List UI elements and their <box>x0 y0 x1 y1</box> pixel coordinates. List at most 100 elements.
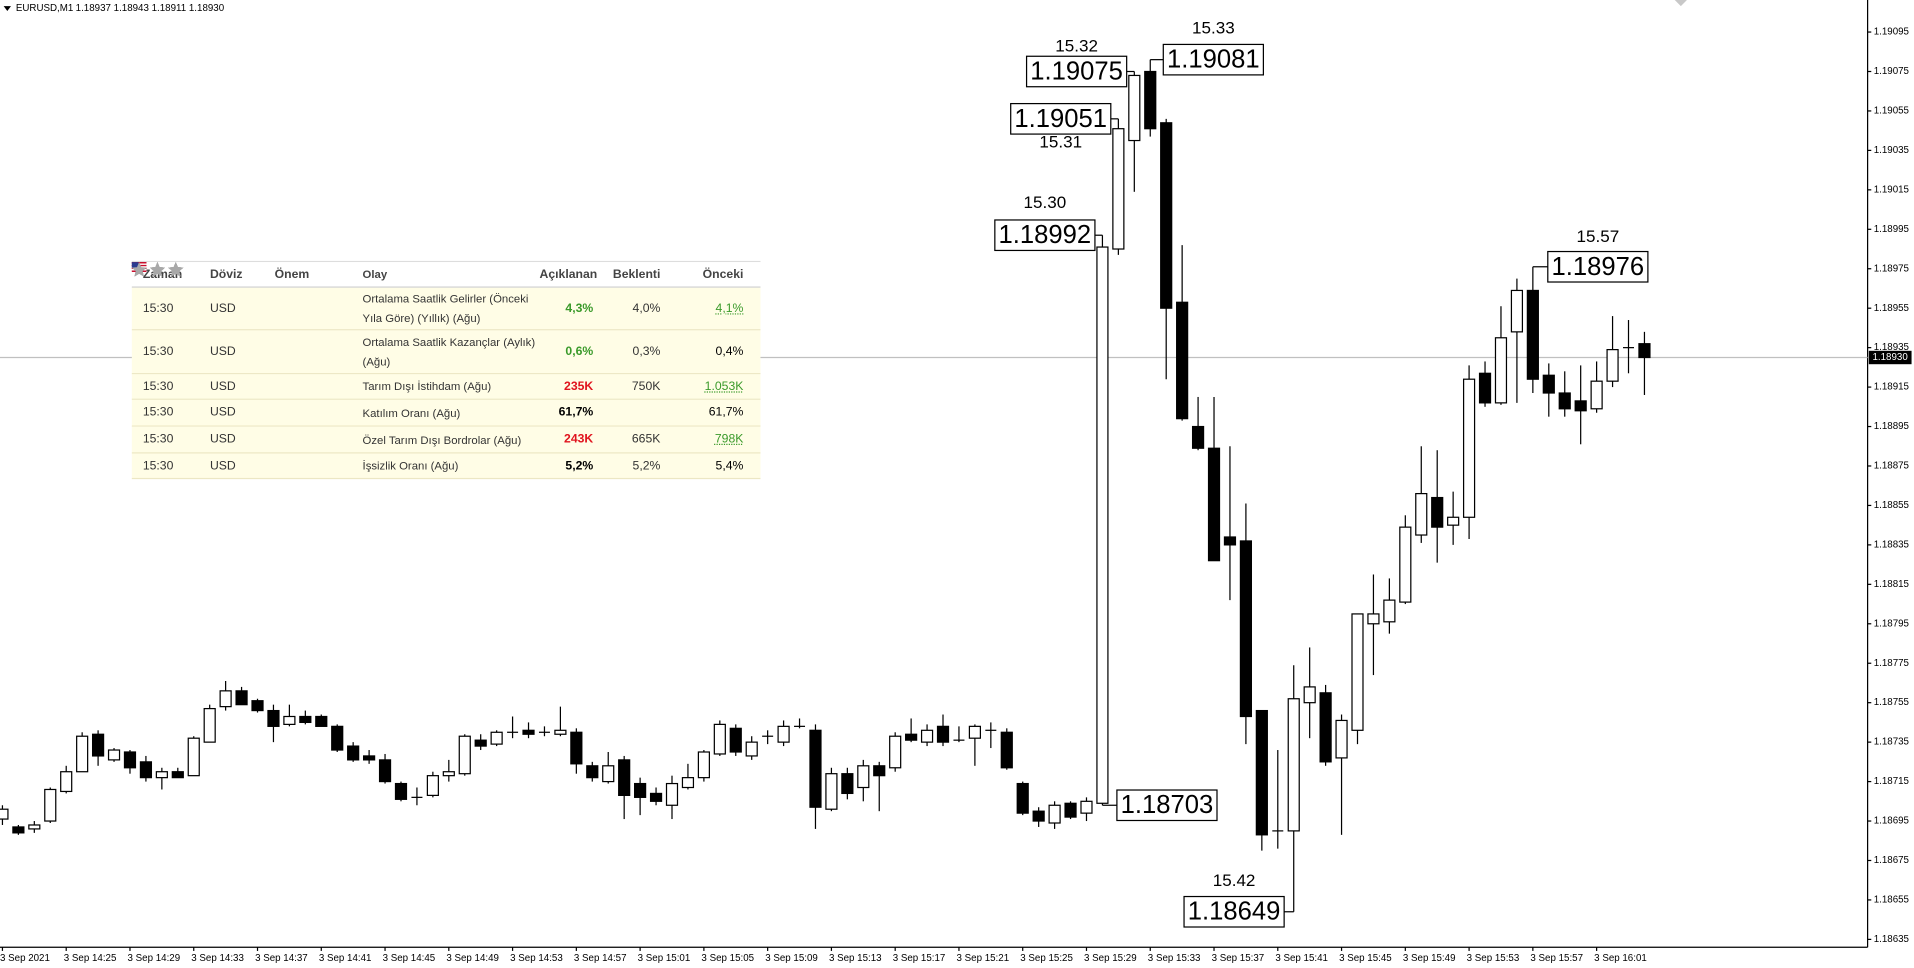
candle-body <box>139 761 153 779</box>
annotation-price: 1.18649 <box>1188 898 1281 926</box>
annotation-price: 1.18976 <box>1552 253 1645 281</box>
y-tick-label: 1.18875 <box>1874 461 1910 472</box>
candle-body <box>618 759 631 797</box>
currency: USD <box>209 405 236 420</box>
x-tick-label: 3 Sep 15:41 <box>1275 953 1328 964</box>
x-tick-label: 3 Sep 15:45 <box>1339 953 1392 964</box>
x-tick-label: 3 Sep 16:01 <box>1594 953 1647 964</box>
annotation-box <box>1025 55 1128 88</box>
y-tick-label: 1.18655 <box>1874 895 1910 906</box>
candle-body <box>76 735 89 773</box>
x-tick-label: 3 Sep 15:17 <box>893 953 946 964</box>
y-tick-label: 1.19055 <box>1874 106 1910 117</box>
candle-body <box>1096 246 1109 804</box>
candle-body <box>187 737 200 777</box>
x-tick-label: 3 Sep 15:57 <box>1530 953 1583 964</box>
x-tick-label: 3 Sep 15:05 <box>701 953 754 964</box>
currency: USD <box>209 459 236 473</box>
candle-body <box>219 690 232 708</box>
x-tick-label: 3 Sep 15:33 <box>1148 953 1201 964</box>
y-tick-label: 1.18775 <box>1874 658 1910 669</box>
annotation-box <box>1183 895 1285 928</box>
candle-body <box>1032 810 1045 822</box>
annotation-price: 1.18992 <box>999 221 1092 249</box>
candle-body <box>1144 70 1157 130</box>
candle-body <box>1128 74 1141 142</box>
candle-body <box>1606 349 1619 382</box>
actual-value: 4,3% <box>565 301 594 316</box>
annotation-time: 15.42 <box>1213 871 1256 890</box>
calendar-row: 15:30 USD Ortalama Saatlik Gelirler (Öncek… <box>131 262 761 331</box>
annotation-price: 1.19075 <box>1030 57 1123 85</box>
x-tick-label: 3 Sep 15:21 <box>957 953 1010 964</box>
candle-body <box>299 715 312 724</box>
candle-body <box>968 725 981 739</box>
calendar-row: 15:30 USD Tarım Dışı İstihdam (Ağu) 235K 750… <box>131 262 761 400</box>
x-tick-label: 3 Sep 14:25 <box>64 953 117 964</box>
ohlc-header: 1.18937 1.18943 1.18911 1.18930 <box>76 3 225 14</box>
flag-canton <box>131 262 139 268</box>
candle-body <box>347 745 360 761</box>
candle-body <box>283 715 296 725</box>
candle-body <box>1558 392 1571 410</box>
economic-calendar: Zaman Döviz Önem Olay Açıklanan Beklenti… <box>131 260 761 480</box>
previous-value: 61,7% <box>708 405 744 420</box>
event-name: Katılım Oranı (Ağu) <box>362 406 461 419</box>
currency: USD <box>209 301 236 316</box>
candle-body <box>1574 400 1587 412</box>
annotation-time: 15.33 <box>1192 19 1235 38</box>
star-filled <box>168 262 184 277</box>
candle-body <box>203 707 216 743</box>
candle-body <box>1064 802 1077 818</box>
candle-body <box>1160 122 1173 309</box>
x-tick-label: 3 Sep 15:25 <box>1020 953 1073 964</box>
candle-body <box>1016 782 1029 814</box>
forecast-value: 4,0% <box>632 301 661 316</box>
y-tick-label: 1.18635 <box>1874 934 1910 945</box>
symbol-menu-arrow[interactable] <box>3 6 11 11</box>
x-tick-label: 3 Sep 14:37 <box>255 953 308 964</box>
candle-body <box>1000 731 1013 769</box>
y-tick-label: 1.18975 <box>1874 263 1910 274</box>
y-tick-label: 1.18995 <box>1874 224 1910 235</box>
annotation-box <box>1010 102 1112 135</box>
candle-body <box>362 755 376 761</box>
candle-body <box>889 735 902 769</box>
forecast-value: 750K <box>631 379 661 394</box>
event-time: 15:30 <box>142 405 174 420</box>
candle-body <box>841 773 854 795</box>
actual-value: 0,6% <box>565 345 594 359</box>
candle-body <box>331 725 344 751</box>
candle-body <box>713 723 726 755</box>
annotation-time: 15.57 <box>1576 227 1619 246</box>
currency-cell: USD <box>131 262 275 393</box>
candle-body <box>873 765 886 777</box>
header-cell: Önem <box>274 267 310 282</box>
candle-body <box>586 765 599 779</box>
candle-body <box>315 715 328 727</box>
y-tick-label: 1.18835 <box>1874 539 1910 550</box>
x-tick-label: 3 Sep 14:29 <box>128 953 181 964</box>
candle-body <box>1303 686 1316 704</box>
candle-body <box>649 792 663 802</box>
candle-body <box>1638 343 1651 359</box>
y-tick-label: 1.18895 <box>1874 421 1910 432</box>
candle-body <box>554 729 567 735</box>
x-tick-label: 3 Sep 15:29 <box>1084 953 1137 964</box>
annotation-price: 1.19081 <box>1167 46 1260 74</box>
y-tick-label: 1.19095 <box>1874 27 1910 38</box>
event-time: 15:30 <box>142 459 174 473</box>
shift-marker <box>1674 0 1687 7</box>
currency-cell: USD <box>131 262 275 420</box>
actual-value: 243K <box>564 432 594 447</box>
candle-body <box>681 777 695 789</box>
star-filled <box>149 262 166 277</box>
candle-body <box>123 751 137 769</box>
candle-body <box>1399 526 1412 603</box>
annotation-box <box>994 219 1096 252</box>
candle-body <box>857 765 870 789</box>
last-price-label: 1.18930 <box>1872 352 1908 363</box>
forecast-value: 665K <box>631 432 661 447</box>
